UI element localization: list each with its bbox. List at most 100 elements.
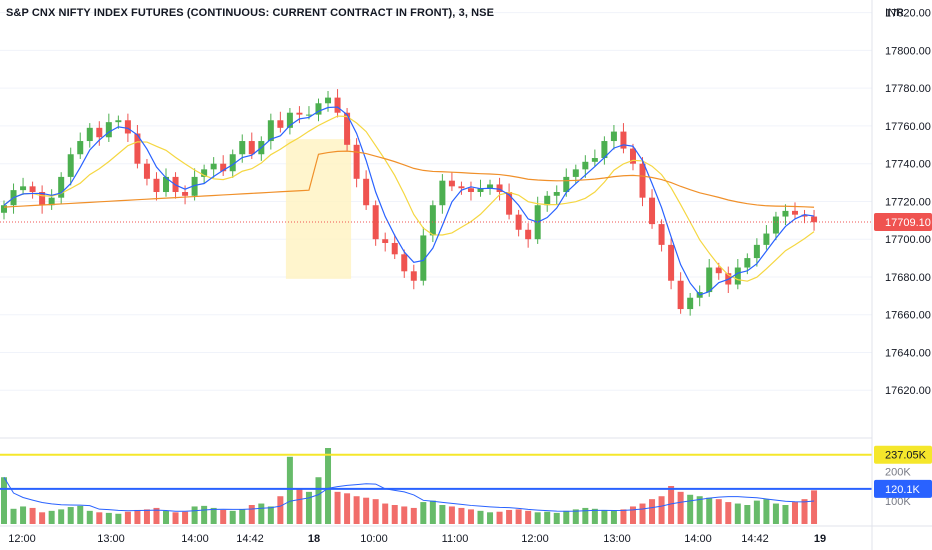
candle-body: [410, 271, 417, 281]
time-tick-label: 14:42: [236, 533, 264, 545]
candle-body: [572, 169, 579, 177]
volume-bar: [429, 500, 436, 524]
volume-bar: [39, 512, 46, 524]
volume-bar: [706, 497, 713, 524]
price-tick-label: 17640.00: [885, 347, 931, 359]
candle-body: [677, 280, 684, 310]
candle-body: [182, 192, 189, 196]
volume-level-badge: [874, 479, 932, 498]
time-tick-label: 11:00: [442, 533, 469, 545]
last-price-badge: [874, 213, 932, 232]
volume-bar: [506, 509, 513, 524]
candle-body: [105, 122, 112, 138]
volume-bar: [658, 496, 665, 524]
price-tick-label: 17700.00: [885, 234, 931, 246]
volume-bar: [791, 502, 798, 524]
candle-body: [629, 148, 636, 164]
time-tick-label: 14:00: [181, 533, 209, 545]
candle-body: [115, 120, 122, 123]
volume-bar: [572, 509, 579, 524]
candle-body: [429, 205, 436, 236]
time-tick-label: 12:00: [8, 533, 36, 545]
candle-body: [220, 163, 227, 172]
volume-bar: [553, 512, 560, 524]
candle-body: [467, 188, 474, 193]
candle-body: [286, 112, 293, 128]
candle-body: [58, 176, 65, 198]
candle-body: [763, 233, 770, 245]
candle-body: [143, 163, 150, 179]
candle-body: [753, 244, 760, 259]
candle-body: [67, 154, 74, 177]
volume-bar: [420, 502, 427, 524]
volume-bar: [29, 507, 36, 524]
candle-body: [201, 169, 208, 177]
candle-body: [153, 178, 160, 193]
candle-body: [487, 184, 494, 189]
volume-level-label: 120.1K: [885, 484, 921, 496]
candle-body: [706, 267, 713, 293]
candle-body: [77, 141, 84, 155]
time-tick-label: 13:00: [603, 533, 631, 545]
volume-bar: [401, 506, 408, 524]
candle-body: [353, 144, 360, 179]
candle-body: [591, 158, 598, 162]
volume-bar: [448, 506, 455, 524]
time-tick-label: 18: [308, 533, 320, 545]
candle-body: [448, 180, 455, 187]
candle-body: [525, 229, 532, 240]
volume-bar: [248, 505, 255, 524]
candle-body: [496, 184, 503, 193]
long-ma-line: [3, 150, 815, 208]
volume-bar: [305, 491, 312, 524]
volume-bar: [649, 499, 656, 524]
fast-ma-line: [3, 106, 815, 296]
candle-body: [734, 267, 741, 285]
volume-bar: [801, 499, 808, 524]
candle-body: [658, 224, 665, 245]
volume-bar: [67, 507, 74, 524]
volume-bar: [58, 509, 65, 524]
volume-level-badge: [874, 445, 932, 464]
chart-title: S&P CNX NIFTY INDEX FUTURES (CONTINUOUS:…: [6, 7, 495, 19]
volume-bar: [677, 491, 684, 524]
volume-bar: [134, 509, 141, 524]
candle-body: [715, 267, 722, 274]
volume-bar: [591, 508, 598, 524]
volume-bar: [1, 477, 7, 524]
candle-body: [782, 210, 789, 217]
slow-ma-line: [3, 115, 815, 282]
candles: [1, 89, 818, 316]
candle-body: [344, 112, 351, 145]
candle-body: [191, 176, 198, 196]
candle-body: [391, 242, 398, 255]
volume-ma-line: [3, 476, 815, 512]
volume-bar: [410, 507, 417, 524]
candle-body: [811, 216, 818, 223]
volume-bar: [753, 500, 760, 524]
volume-bar: [744, 505, 751, 524]
volume-bar: [372, 499, 379, 524]
price-tick-label: 17660.00: [885, 310, 931, 322]
volume-bar: [620, 509, 627, 524]
volume-tick-label: 200K: [885, 467, 911, 479]
candle-body: [401, 254, 408, 272]
volume-bar: [601, 509, 608, 524]
last-price-label: 17709.10: [885, 217, 931, 229]
candle-body: [439, 180, 446, 206]
time-axis: 12:00 13:00 14:00 14:42 18 10:00 11:00 12:00 13:…: [0, 525, 932, 545]
candle-body: [20, 186, 27, 191]
time-tick-label: 14:42: [741, 533, 769, 545]
volume-bar: [382, 503, 389, 524]
candle-body: [772, 216, 779, 234]
volume-bar: [496, 511, 503, 524]
volume-bar: [296, 488, 303, 524]
volume-bar: [363, 497, 370, 524]
candle-body: [420, 235, 427, 281]
candle-body: [29, 186, 36, 193]
candle-body: [791, 210, 798, 215]
volume-bar: [210, 507, 217, 524]
time-tick-label: 10:00: [360, 533, 388, 545]
candle-body: [477, 188, 484, 193]
candle-body: [305, 114, 312, 116]
